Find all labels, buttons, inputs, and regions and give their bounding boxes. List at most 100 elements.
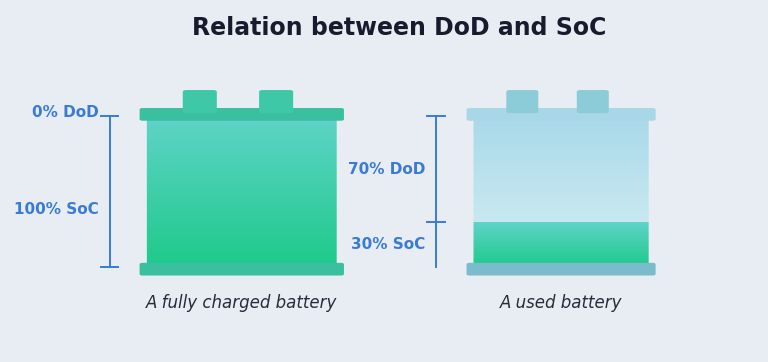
Bar	[473, 172, 649, 173]
Bar	[147, 178, 337, 179]
Bar	[473, 136, 649, 138]
Bar	[147, 227, 337, 228]
Bar	[147, 132, 337, 134]
FancyBboxPatch shape	[466, 263, 656, 275]
Bar	[147, 146, 337, 148]
Bar	[147, 140, 337, 142]
Bar	[473, 261, 649, 262]
Bar	[473, 169, 649, 170]
Bar	[473, 221, 649, 222]
Bar	[473, 240, 649, 241]
Bar	[473, 161, 649, 162]
Bar	[473, 249, 649, 250]
Bar	[147, 256, 337, 257]
Bar	[147, 257, 337, 258]
Bar	[147, 134, 337, 135]
Bar	[473, 165, 649, 167]
Bar	[473, 128, 649, 130]
Text: A used battery: A used battery	[500, 294, 622, 312]
Bar	[473, 258, 649, 259]
Bar	[473, 140, 649, 141]
Bar	[473, 159, 649, 160]
Bar	[473, 228, 649, 229]
Bar	[147, 251, 337, 252]
Bar	[473, 251, 649, 252]
Bar	[147, 242, 337, 243]
Bar	[473, 166, 649, 167]
Bar	[473, 224, 649, 225]
Bar	[473, 138, 649, 139]
Bar	[473, 193, 649, 195]
Text: Relation between DoD and SoC: Relation between DoD and SoC	[193, 16, 607, 40]
Bar	[473, 164, 649, 166]
Bar	[473, 168, 649, 169]
Bar	[473, 184, 649, 185]
Bar	[473, 236, 649, 237]
Bar	[473, 242, 649, 243]
Bar	[147, 150, 337, 152]
Bar	[473, 224, 649, 226]
Bar	[473, 116, 649, 117]
Bar	[473, 182, 649, 183]
Bar	[473, 127, 649, 129]
Bar	[147, 253, 337, 254]
Bar	[147, 239, 337, 241]
Bar	[473, 226, 649, 227]
Bar	[473, 266, 649, 267]
Bar	[147, 232, 337, 233]
Bar	[147, 189, 337, 190]
Bar	[473, 263, 649, 264]
Bar	[147, 176, 337, 178]
Bar	[147, 264, 337, 266]
FancyBboxPatch shape	[143, 114, 341, 269]
Bar	[473, 235, 649, 236]
Bar	[473, 252, 649, 253]
Bar	[473, 246, 649, 247]
Bar	[473, 186, 649, 188]
Bar	[147, 179, 337, 181]
Bar	[473, 178, 649, 180]
Bar	[147, 200, 337, 202]
Bar	[473, 144, 649, 146]
Bar	[473, 162, 649, 163]
Bar	[473, 194, 649, 195]
Bar	[473, 123, 649, 124]
Bar	[473, 235, 649, 236]
Bar	[147, 154, 337, 155]
Bar	[473, 191, 649, 192]
Bar	[147, 130, 337, 131]
Bar	[473, 223, 649, 224]
Bar	[473, 215, 649, 216]
Bar	[147, 229, 337, 231]
Bar	[473, 183, 649, 184]
Bar	[473, 180, 649, 181]
Bar	[147, 237, 337, 238]
Bar	[147, 141, 337, 143]
Bar	[473, 257, 649, 258]
Bar	[147, 175, 337, 177]
Bar	[147, 144, 337, 145]
Bar	[473, 199, 649, 200]
Bar	[473, 155, 649, 156]
Bar	[473, 171, 649, 172]
FancyBboxPatch shape	[506, 90, 538, 113]
Bar	[473, 227, 649, 228]
Bar	[473, 219, 649, 220]
Bar	[473, 173, 649, 174]
Bar	[147, 197, 337, 198]
Bar	[473, 185, 649, 187]
Bar	[147, 185, 337, 187]
Bar	[473, 177, 649, 178]
Bar	[473, 230, 649, 231]
Bar	[473, 229, 649, 230]
Bar	[147, 163, 337, 164]
Bar	[473, 264, 649, 265]
Bar	[473, 238, 649, 239]
Bar	[147, 240, 337, 242]
Bar	[473, 254, 649, 255]
Bar	[473, 198, 649, 199]
Bar	[473, 241, 649, 242]
Text: 100% SoC: 100% SoC	[14, 202, 98, 217]
Bar	[473, 211, 649, 212]
Bar	[473, 163, 649, 164]
